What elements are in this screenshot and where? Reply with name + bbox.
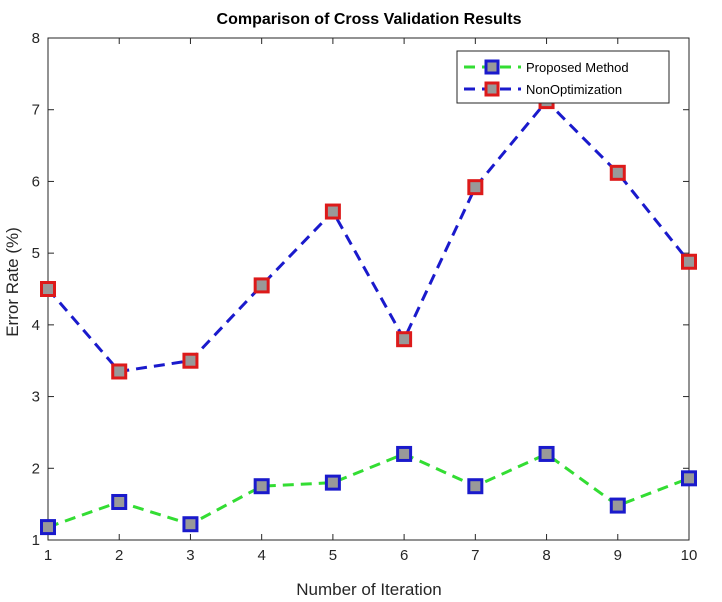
chart-title: Comparison of Cross Validation Results bbox=[217, 11, 522, 28]
y-tick-label: 7 bbox=[32, 102, 40, 119]
data-point-nonoptimization bbox=[467, 179, 484, 196]
y-axis-title: Error Rate (%) bbox=[3, 227, 22, 337]
x-tick-label: 3 bbox=[186, 547, 194, 564]
legend-marker-nonoptimization bbox=[484, 81, 500, 97]
x-tick-label: 8 bbox=[542, 547, 550, 564]
y-tick-label: 3 bbox=[32, 389, 40, 406]
x-tick-label: 6 bbox=[400, 547, 408, 564]
y-tick-label: 2 bbox=[32, 460, 40, 477]
legend-label-proposed-method: Proposed Method bbox=[526, 60, 629, 75]
data-point-nonoptimization bbox=[40, 281, 56, 297]
legend-label-nonoptimization: NonOptimization bbox=[526, 82, 622, 97]
data-point-nonoptimization bbox=[324, 203, 341, 220]
legend-marker-proposed-method bbox=[484, 59, 500, 75]
y-tick-label: 5 bbox=[32, 245, 40, 262]
x-tick-label: 2 bbox=[115, 547, 123, 564]
data-point-proposed-method bbox=[253, 478, 270, 495]
x-axis-title: Number of Iteration bbox=[296, 580, 442, 599]
plot-area bbox=[47, 37, 690, 541]
y-tick-label: 1 bbox=[32, 532, 40, 549]
data-point-proposed-method bbox=[182, 516, 199, 533]
data-point-proposed-method bbox=[538, 445, 555, 462]
data-point-nonoptimization bbox=[253, 277, 270, 294]
x-tick-label: 5 bbox=[329, 547, 337, 564]
series-layer bbox=[40, 93, 697, 536]
y-tick-label: 4 bbox=[32, 317, 40, 334]
data-point-proposed-method bbox=[467, 478, 484, 495]
y-axis: 1 2 3 4 5 6 7 8 bbox=[32, 30, 689, 549]
y-tick-label: 8 bbox=[32, 30, 40, 47]
x-tick-label: 4 bbox=[257, 547, 265, 564]
legend: Proposed Method NonOptimization bbox=[456, 50, 670, 104]
data-point-proposed-method bbox=[396, 445, 413, 462]
x-axis: 1 2 3 4 5 6 7 8 9 10 bbox=[44, 38, 698, 564]
x-tick-label: 7 bbox=[471, 547, 479, 564]
data-point-proposed-method bbox=[609, 497, 626, 514]
x-tick-label: 1 bbox=[44, 547, 52, 564]
series-line-nonoptimization bbox=[46, 99, 691, 373]
data-point-proposed-method bbox=[324, 474, 341, 491]
data-point-nonoptimization bbox=[182, 352, 199, 369]
data-point-proposed-method bbox=[681, 470, 697, 487]
data-point-proposed-method bbox=[40, 519, 56, 536]
data-point-nonoptimization bbox=[111, 363, 128, 380]
data-point-nonoptimization bbox=[396, 331, 413, 348]
x-tick-label: 9 bbox=[614, 547, 622, 564]
axes-box bbox=[47, 37, 690, 541]
x-tick-label: 10 bbox=[681, 547, 698, 564]
data-point-nonoptimization bbox=[609, 164, 626, 181]
y-tick-label: 6 bbox=[32, 173, 40, 190]
data-point-nonoptimization bbox=[681, 253, 697, 270]
series-line-proposed-method bbox=[47, 452, 690, 529]
data-point-proposed-method bbox=[111, 493, 128, 510]
